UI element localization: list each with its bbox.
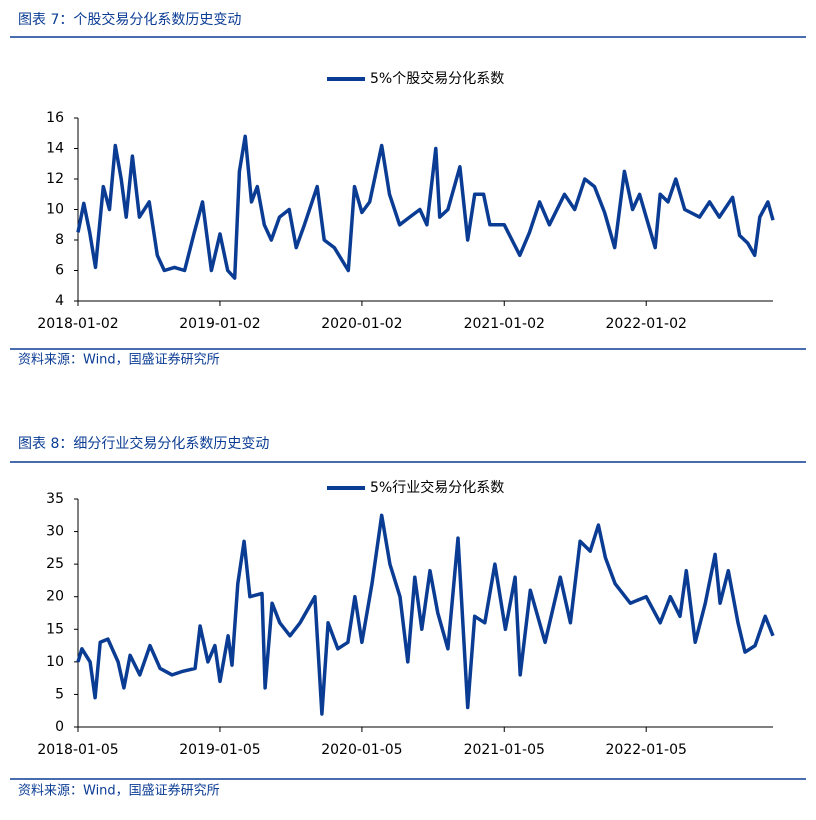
y-tick-label: 25 (46, 556, 64, 572)
x-tick-label: 2021-01-02 (464, 316, 545, 332)
figure-caption: 图表 7：个股交易分化系数历史变动 (18, 11, 241, 28)
x-tick-label: 2018-01-02 (37, 316, 118, 332)
y-tick-label: 30 (46, 524, 64, 540)
figure-caption: 图表 8：细分行业交易分化系数历史变动 (18, 435, 269, 452)
figure-source: 资料来源：Wind，国盛证券研究所 (18, 783, 220, 799)
x-tick-label: 2021-01-05 (464, 742, 545, 758)
y-tick-label: 10 (46, 202, 64, 218)
y-tick-label: 12 (46, 171, 64, 187)
data-line (76, 134, 775, 280)
y-tick-label: 5 (55, 686, 64, 702)
y-tick-label: 20 (46, 589, 64, 605)
y-tick-label: 10 (46, 654, 64, 670)
figure-source: 资料来源：Wind，国盛证券研究所 (18, 352, 220, 368)
y-tick-label: 4 (55, 293, 64, 309)
y-tick-label: 8 (55, 232, 64, 248)
x-tick-label: 2022-01-02 (606, 316, 687, 332)
y-tick-label: 6 (55, 263, 64, 279)
legend-label: 5%个股交易分化系数 (370, 70, 504, 87)
x-tick-label: 2020-01-02 (321, 316, 402, 332)
legend-label: 5%行业交易分化系数 (370, 479, 504, 496)
y-tick-label: 35 (46, 491, 64, 507)
x-tick-label: 2019-01-02 (179, 316, 260, 332)
x-tick-label: 2020-01-05 (321, 742, 402, 758)
y-tick-label: 15 (46, 621, 64, 637)
y-tick-label: 14 (46, 141, 64, 157)
x-tick-label: 2022-01-05 (606, 742, 687, 758)
y-tick-label: 0 (55, 719, 64, 735)
x-tick-label: 2018-01-05 (37, 742, 118, 758)
y-tick-label: 16 (46, 110, 64, 126)
x-tick-label: 2019-01-05 (179, 742, 260, 758)
data-line (76, 513, 775, 716)
